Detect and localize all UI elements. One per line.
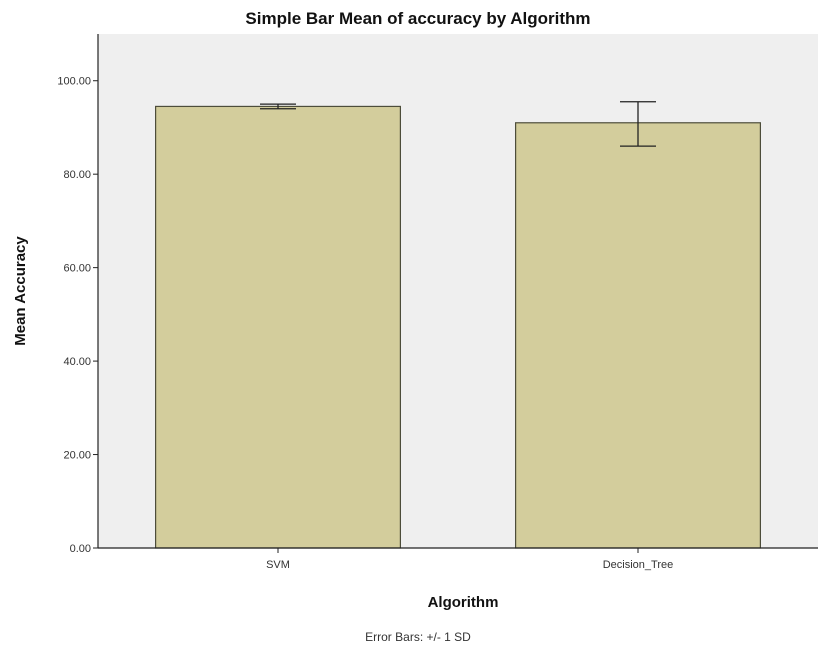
error-bar-svm [260,103,296,110]
y-tick-label: 40.00 [63,356,91,368]
bars-layer [155,105,761,549]
y-tick-label: 20.00 [63,450,91,462]
bar-decision-tree [514,122,761,549]
y-axis-title: Mean Accuracy [12,236,29,346]
x-axis-title: Algorithm [428,594,499,611]
error-bars-note: Error Bars: +/- 1 SD [365,630,471,644]
x-tick-label: SVM [266,559,290,571]
x-axis-ticks: SVM Decision_Tree [266,548,673,571]
y-tick-label: 60.00 [63,263,91,275]
x-tick-label: Decision_Tree [603,559,674,571]
y-tick-label: 0.00 [70,543,91,555]
y-tick-label: 80.00 [63,169,91,181]
chart-title: Simple Bar Mean of accuracy by Algorithm [245,9,590,28]
error-bars-layer [260,101,656,147]
error-bar-decision-tree [620,101,656,147]
y-tick-label: 100.00 [57,76,91,88]
bar-svm [155,105,402,549]
y-axis-ticks: 0.00 20.00 40.00 60.00 80.00 100.00 [57,76,98,555]
